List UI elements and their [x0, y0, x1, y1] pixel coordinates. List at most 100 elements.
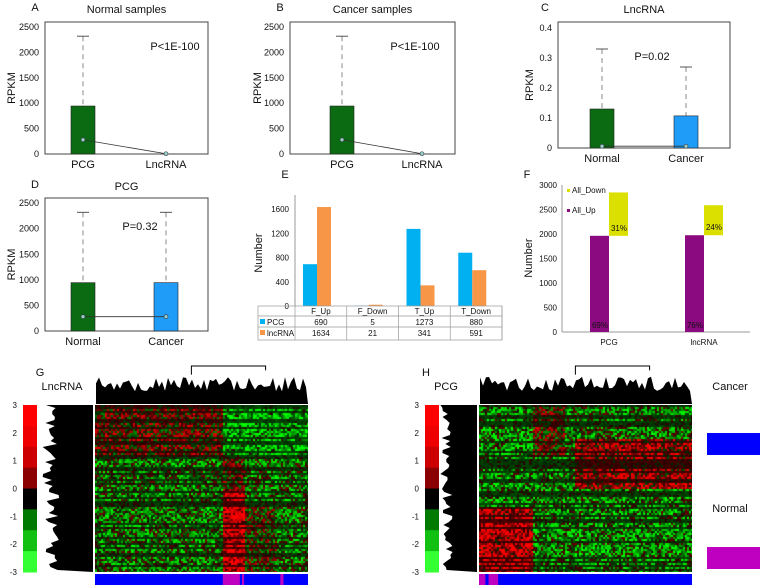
y-tick-label: 0.1 — [539, 113, 552, 123]
panel-label: G — [36, 367, 45, 379]
table-cell: 690 — [314, 318, 328, 327]
sample-bar-normal — [241, 574, 245, 585]
bar-all-down — [609, 192, 628, 236]
heatmap-title: LncRNA — [42, 381, 84, 393]
bar-all-up — [590, 235, 609, 332]
table-cell: 21 — [368, 329, 377, 338]
colorbar-segment — [425, 488, 439, 510]
colorbar-tick: 1 — [13, 457, 18, 466]
mean-point — [339, 137, 345, 143]
panel-label: D — [31, 179, 39, 191]
y-tick-label: 400 — [276, 278, 290, 287]
x-tick-label: Normal — [584, 153, 619, 165]
y-axis-label: Number — [253, 233, 265, 272]
x-tick-label: LncRNA — [402, 159, 444, 171]
y-tick-label: 3000 — [539, 181, 557, 190]
bar-lncrna — [368, 304, 383, 306]
colorbar-tick: 1 — [415, 457, 420, 466]
y-tick-label: 500 — [24, 300, 39, 310]
colorbar-segment — [425, 509, 439, 531]
y-axis-label: RPKM — [6, 249, 18, 281]
colorbar-tick: -1 — [412, 512, 420, 521]
sample-bar-cancer — [479, 574, 692, 585]
y-tick-label: 1500 — [19, 249, 39, 259]
x-tick-label: Normal — [65, 336, 100, 348]
x-tick-label: LncRNA — [146, 159, 188, 171]
colorbar-tick: 3 — [415, 401, 420, 410]
table-header: T_Down — [461, 307, 491, 316]
p-value-label: P<1E-100 — [150, 41, 199, 53]
table-header: F_Down — [358, 307, 388, 316]
x-tick-label: Cancer — [148, 336, 184, 348]
percent-label: 31% — [611, 224, 627, 233]
y-tick-label: 2000 — [264, 47, 284, 57]
y-tick-label: 0 — [553, 328, 558, 337]
legend-swatch-normal — [707, 547, 760, 569]
legend-label: All_Down — [572, 186, 606, 195]
y-tick-label: 1000 — [19, 275, 39, 285]
mean-point — [163, 151, 169, 157]
y-tick-label: 2000 — [19, 47, 39, 57]
y-tick-label: 1200 — [271, 229, 289, 238]
percent-label: 24% — [706, 223, 722, 232]
colorbar-segment — [23, 530, 37, 552]
y-tick-label: 800 — [276, 254, 290, 263]
mean-point — [683, 143, 689, 149]
bar-pcg — [406, 228, 421, 306]
y-tick-label: 1000 — [264, 98, 284, 108]
chart-title: PCG — [115, 181, 139, 193]
y-tick-label: 2000 — [539, 230, 557, 239]
colorbar-tick: -1 — [10, 512, 18, 521]
mean-point — [163, 314, 169, 319]
mean-point — [419, 151, 425, 157]
legend-label: All_Up — [572, 206, 596, 215]
x-tick-label: PCG — [71, 159, 95, 171]
y-tick-label: 0.3 — [539, 53, 552, 63]
colorbar-segment — [425, 405, 439, 427]
bar-all-down — [704, 205, 723, 236]
legend-swatch — [567, 209, 570, 212]
percent-label: 76% — [687, 321, 703, 330]
x-tick-label: PCG — [330, 159, 354, 171]
plot-frame — [289, 21, 456, 155]
panel-label: E — [281, 169, 288, 181]
y-tick-label: 2500 — [19, 198, 39, 208]
panel-label: F — [524, 169, 531, 181]
legend-label: Cancer — [712, 381, 748, 393]
row-dendrogram — [440, 405, 477, 572]
box — [673, 115, 699, 149]
box — [589, 108, 615, 149]
bar-lncrna — [420, 285, 435, 306]
y-tick-label: 0 — [547, 143, 552, 153]
heatmap-lncrna — [95, 405, 308, 572]
colorbar-tick: 0 — [415, 485, 420, 494]
colorbar-segment — [425, 530, 439, 552]
colorbar-segment — [23, 446, 37, 469]
table-cell: 591 — [469, 329, 483, 338]
legend-label: Normal — [712, 503, 747, 515]
x-tick-label: lncRNA — [690, 338, 718, 347]
sample-bar-normal — [222, 574, 240, 585]
y-tick-label: 500 — [24, 124, 39, 134]
y-tick-label: 0.4 — [539, 23, 552, 33]
p-value-label: P=0.02 — [634, 51, 669, 63]
colorbar-segment — [425, 425, 439, 448]
bar-lncrna — [317, 207, 331, 306]
y-axis-label: RPKM — [524, 69, 536, 101]
panel-label: A — [31, 2, 39, 14]
bar-lncrna — [472, 270, 487, 306]
colorbar-segment — [23, 551, 37, 573]
box — [153, 282, 179, 332]
colorbar-tick: 2 — [13, 429, 18, 438]
y-tick-label: 1000 — [539, 279, 557, 288]
legend-swatch — [567, 189, 570, 192]
colorbar-segment — [23, 405, 37, 427]
mean-point — [80, 314, 86, 319]
table-cell: 880 — [469, 318, 483, 327]
y-tick-label: 1500 — [264, 73, 284, 83]
colorbar-segment — [425, 551, 439, 573]
y-tick-label: 2000 — [19, 224, 39, 234]
mean-line — [82, 139, 167, 155]
